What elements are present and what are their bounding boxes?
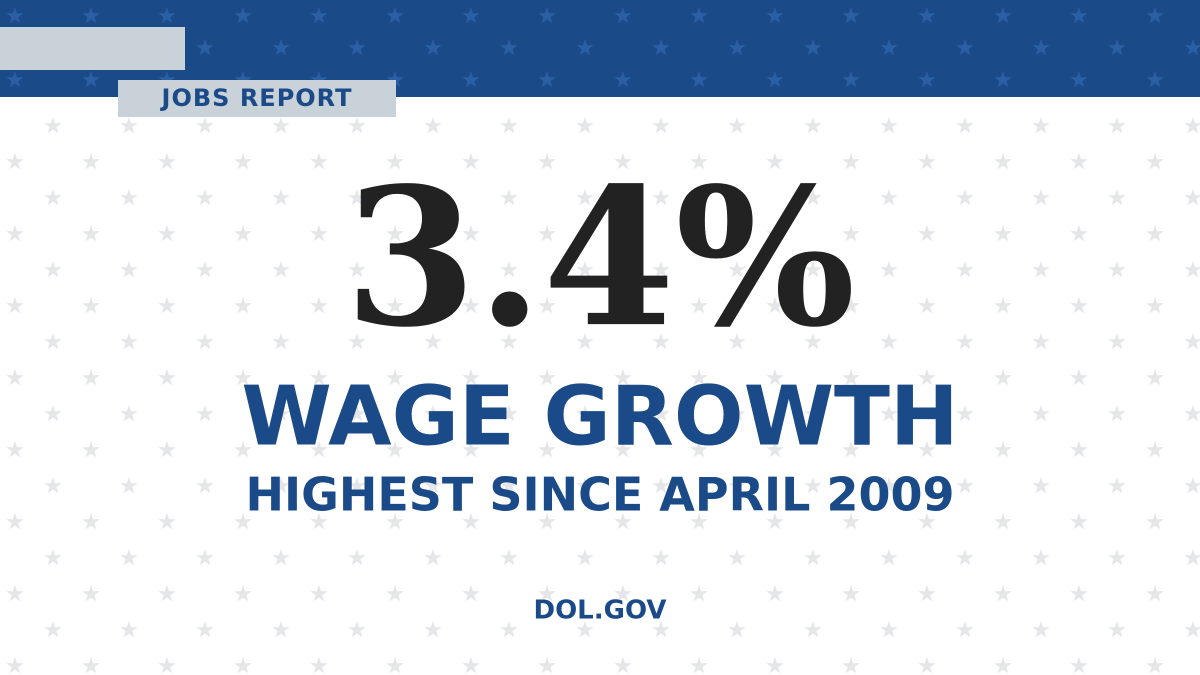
tag: JOBS REPORT <box>160 84 353 112</box>
star-pattern <box>0 97 1200 675</box>
site: DOL.GOV <box>534 596 667 626</box>
tag-box <box>118 80 396 117</box>
subtitle: HIGHEST SINCE APRIL 2009 <box>246 468 955 522</box>
banner-tab <box>0 27 185 70</box>
figure: 3.4% <box>344 146 855 369</box>
title: WAGE GROWTH <box>241 369 958 464</box>
